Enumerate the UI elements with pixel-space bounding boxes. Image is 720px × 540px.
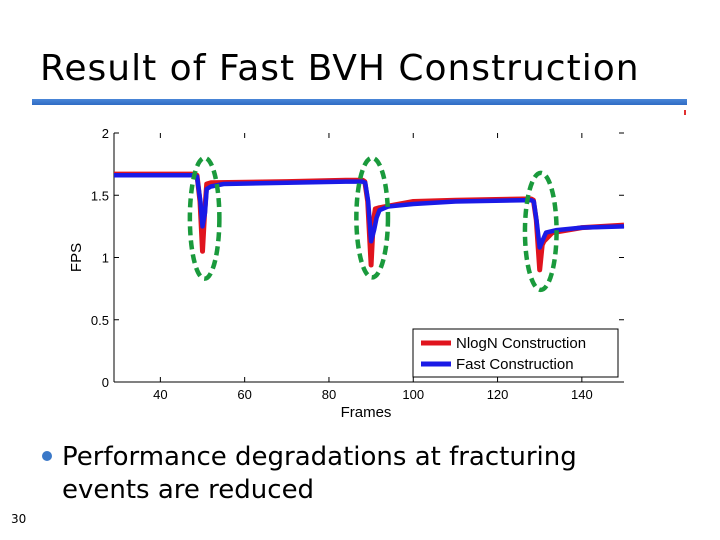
y-tick-label: 0	[102, 375, 109, 390]
x-tick-label: 40	[153, 387, 167, 402]
legend-label-nlogn: NlogN Construction	[456, 335, 586, 352]
y-axis-label: FPS	[68, 243, 85, 272]
x-axis-label: Frames	[341, 404, 392, 421]
page-number: 30	[11, 512, 27, 526]
legend-label-fast: Fast Construction	[456, 356, 574, 373]
y-tick-label: 1.5	[91, 188, 109, 203]
bullet-dot-icon	[42, 451, 52, 461]
series-line-fast	[114, 173, 625, 250]
y-tick-label: 2	[102, 126, 109, 141]
x-tick-label: 140	[571, 387, 593, 402]
legend-box	[412, 328, 619, 378]
x-tick-label: 120	[487, 387, 509, 402]
x-tick-label: 80	[322, 387, 336, 402]
title-rule	[32, 99, 687, 105]
x-tick-label: 60	[237, 387, 251, 402]
y-tick-label: 1	[102, 251, 109, 266]
bullet-text: Performance degradations at fracturing e…	[62, 442, 577, 505]
fracture-event-ellipse-2	[354, 155, 391, 280]
fracture-event-ellipse-1	[187, 155, 222, 281]
fracture-event-ellipse-3	[522, 170, 559, 293]
corner-mark	[684, 110, 686, 115]
y-tick-label: 0.5	[91, 313, 109, 328]
x-tick-label: 100	[402, 387, 424, 402]
slide-title: Result of Fast BVH Construction	[40, 48, 640, 89]
